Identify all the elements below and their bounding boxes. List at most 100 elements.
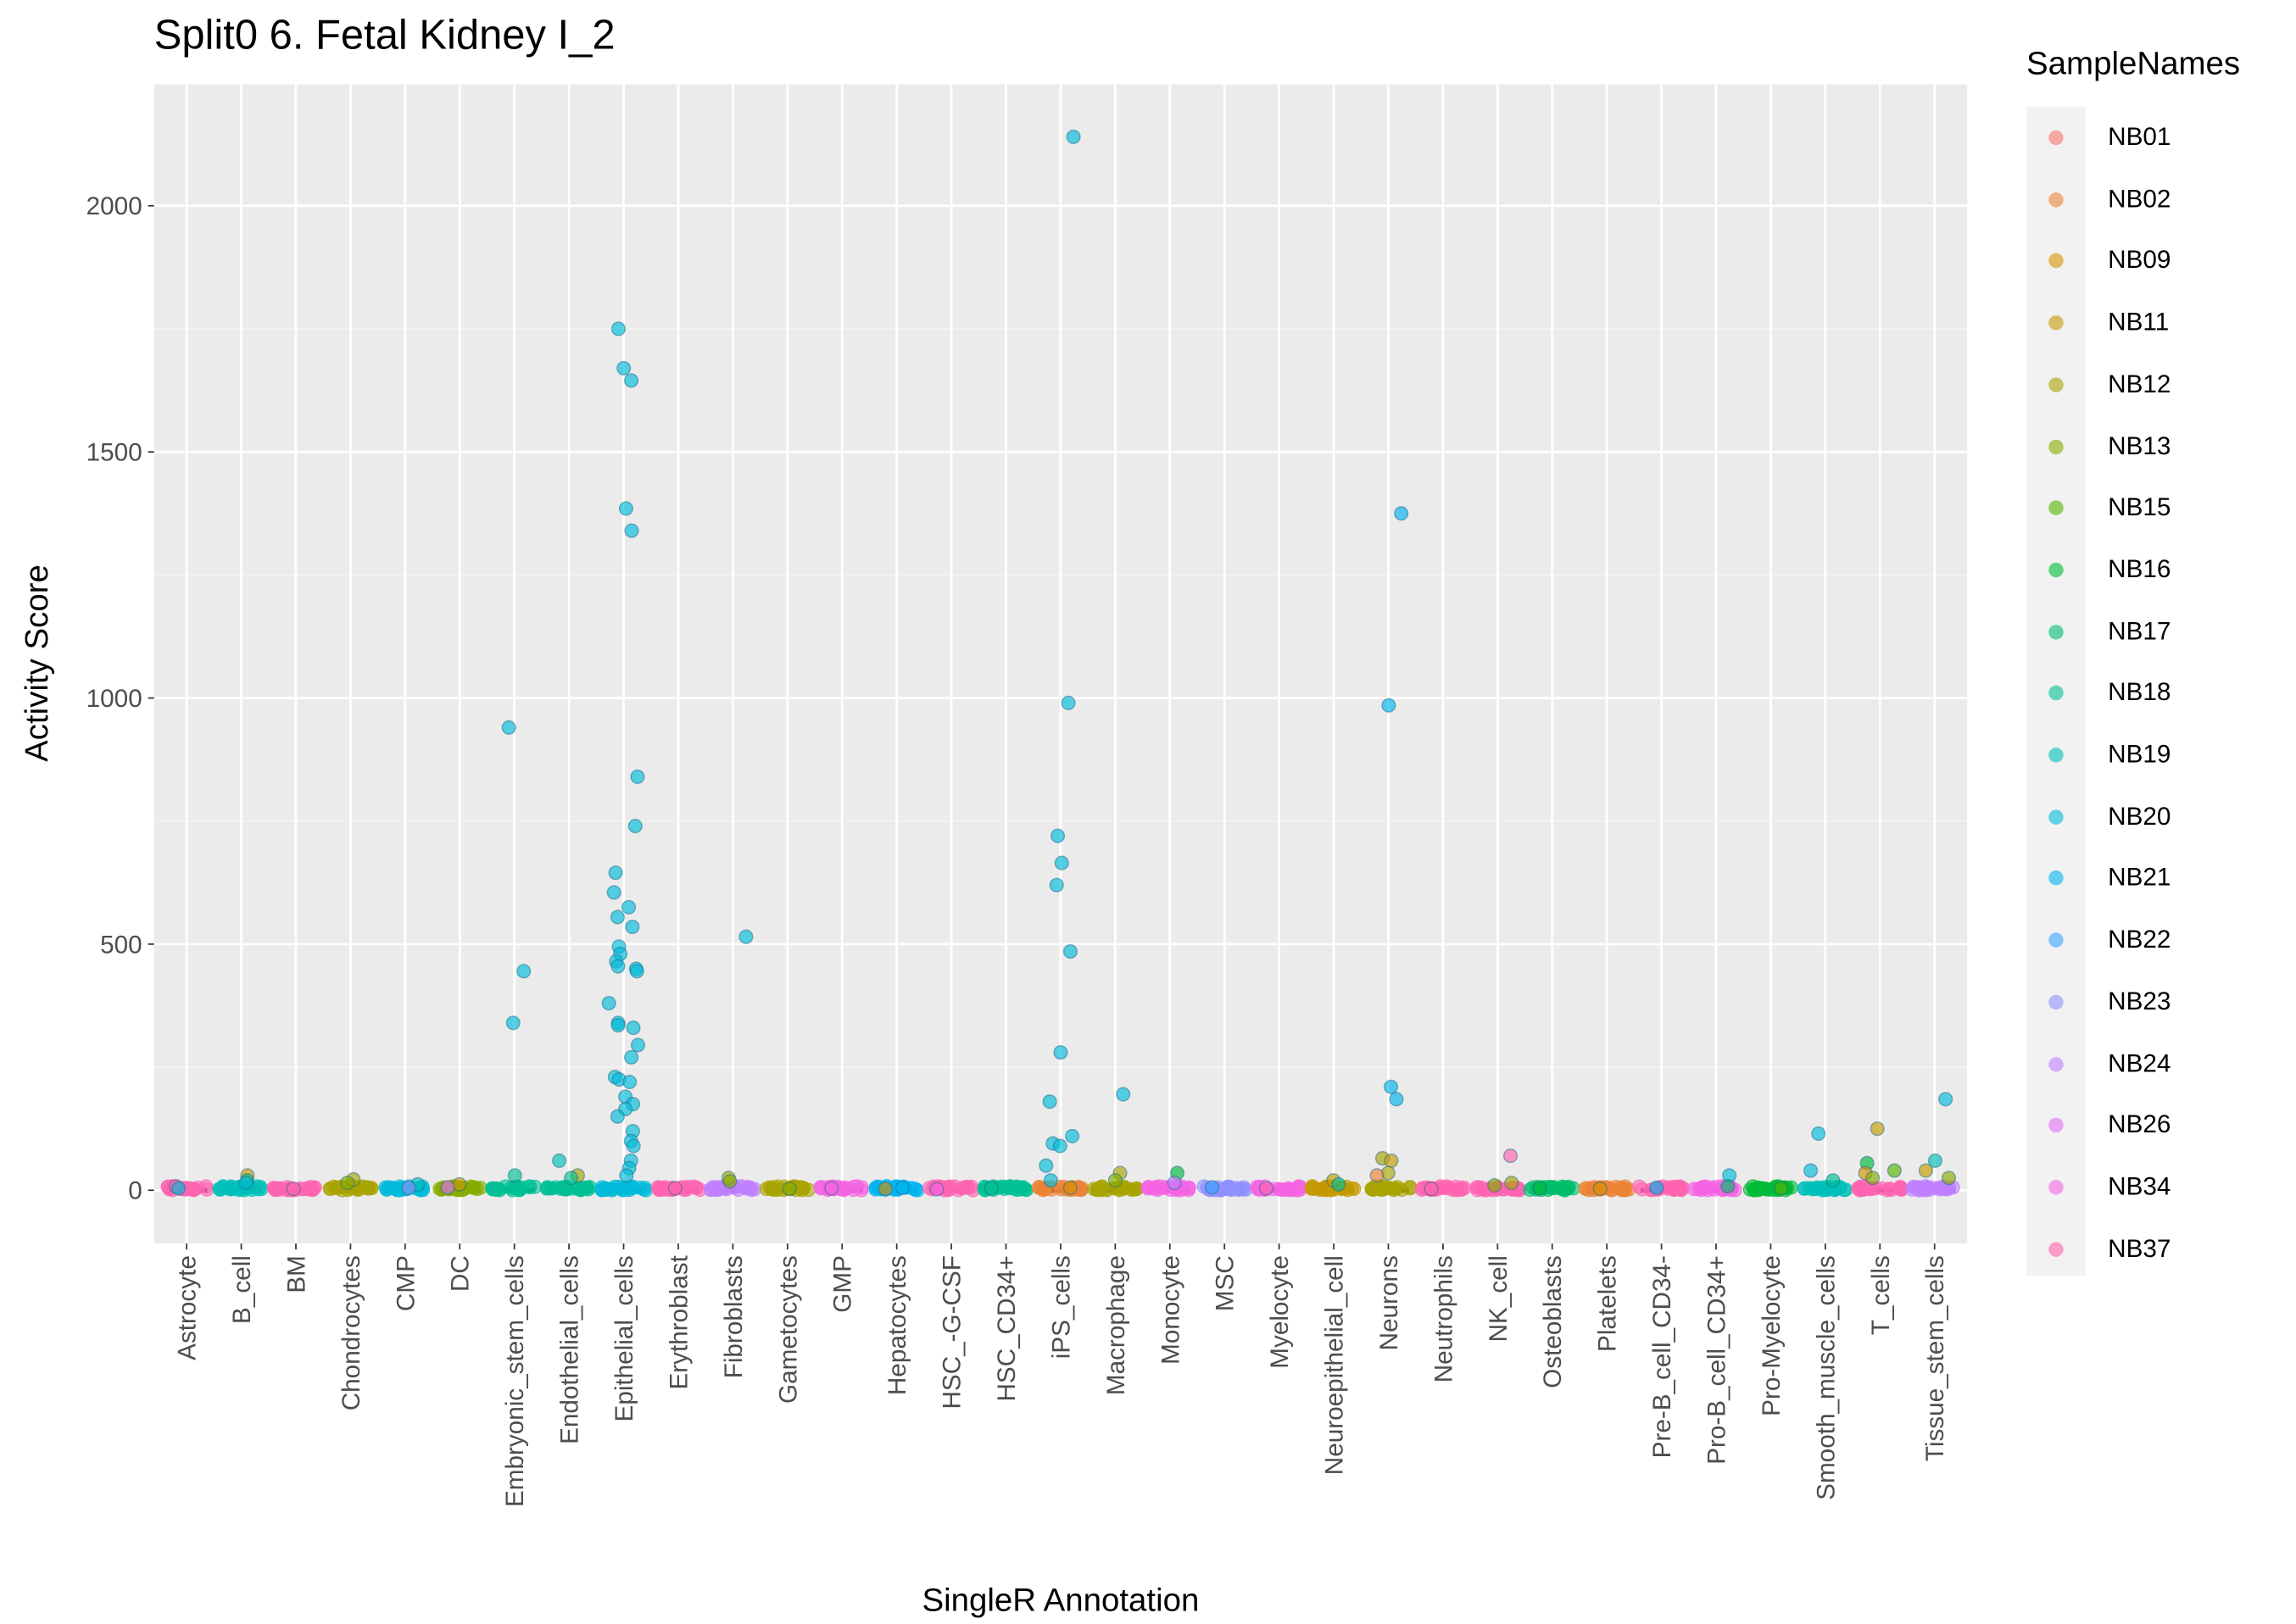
x-tick-label: Pre-B_cell_CD34-: [1648, 1255, 1676, 1458]
data-point: [894, 1180, 910, 1195]
x-tick-label: MSC: [1212, 1255, 1240, 1311]
legend-item: NB15: [2026, 478, 2171, 537]
data-point: [1886, 1163, 1902, 1178]
legend-label: NB13: [2108, 431, 2171, 460]
data-point-baseline: [1124, 1182, 1140, 1198]
legend-marker: [2048, 377, 2064, 392]
x-tick-label: Epithelial_cells: [610, 1255, 638, 1421]
legend-label: NB12: [2108, 370, 2171, 398]
legend-item: NB11: [2026, 293, 2169, 353]
y-tick-label: 1000: [86, 685, 142, 713]
data-point: [170, 1181, 187, 1196]
data-point-baseline: [1665, 1182, 1680, 1197]
data-point: [610, 909, 625, 925]
legend-label: NB22: [2108, 925, 2171, 954]
legend: SampleNames NB01 NB02 NB09 NB11 NB12 NB13 NB15…: [2026, 44, 2240, 1276]
data-point: [552, 1153, 567, 1168]
legend-item: NB12: [2026, 355, 2171, 414]
legend-marker: [2048, 1241, 2064, 1257]
data-point-baseline: [764, 1182, 779, 1197]
legend-item: NB09: [2026, 231, 2171, 291]
legend-marker: [2048, 994, 2064, 1009]
legend-label: NB21: [2108, 863, 2171, 893]
data-point: [1424, 1181, 1439, 1197]
legend-item: NB17: [2026, 602, 2171, 661]
y-tick-label: 2000: [86, 192, 142, 220]
data-point: [722, 1174, 738, 1189]
x-tick-label: Pro-B_cell_CD34+: [1702, 1255, 1730, 1465]
data-point: [516, 964, 532, 979]
legend-label: NB16: [2108, 554, 2171, 583]
x-tick-label: Chondrocytes: [337, 1255, 365, 1410]
legend-label: NB26: [2108, 1110, 2171, 1139]
x-tick-label: Monocyte: [1156, 1255, 1184, 1365]
data-point: [1927, 1153, 1942, 1168]
legend-marker: [2048, 932, 2064, 948]
data-point: [1384, 1153, 1399, 1168]
data-point: [624, 373, 639, 388]
x-tick-label: DC: [447, 1255, 475, 1292]
legend-marker: [2048, 1118, 2064, 1133]
data-point: [619, 1168, 634, 1183]
data-point: [624, 523, 639, 538]
x-tick-label: CMP: [392, 1255, 420, 1311]
legend-marker: [2048, 253, 2064, 269]
chart-title: Split0 6. Fetal Kidney I_2: [153, 11, 616, 58]
data-point: [564, 1171, 579, 1186]
data-point-baseline: [540, 1180, 555, 1194]
x-tick-label: HSC_-G-CSF: [939, 1255, 967, 1409]
legend-label: NB09: [2108, 246, 2171, 275]
data-point: [1381, 698, 1396, 713]
data-point: [1042, 1094, 1057, 1110]
x-tick-label: Gametocytes: [774, 1255, 802, 1404]
legend-label: NB02: [2108, 184, 2171, 213]
data-point: [618, 501, 633, 516]
data-point-baseline: [594, 1182, 610, 1198]
legend-item: NB18: [2026, 664, 2171, 723]
data-point: [401, 1180, 416, 1195]
data-point: [1649, 1180, 1664, 1195]
data-point: [1720, 1179, 1736, 1194]
x-tick-label: Pro-Myelocyte: [1758, 1255, 1786, 1416]
data-point: [1774, 1181, 1789, 1196]
data-point-baseline: [1747, 1182, 1762, 1198]
data-point: [1061, 695, 1076, 710]
x-tick-label: Astrocyte: [174, 1255, 202, 1360]
data-point-baseline: [191, 1180, 206, 1195]
data-point: [286, 1181, 301, 1197]
data-point: [1502, 1148, 1519, 1164]
data-point: [626, 1138, 641, 1154]
data-point-baseline: [1090, 1182, 1106, 1197]
x-tick-label: Neutrophils: [1429, 1255, 1457, 1382]
legend-label: NB15: [2108, 492, 2171, 522]
data-point-baseline: [1271, 1182, 1286, 1197]
legend-marker: [2048, 315, 2064, 331]
legend-item: NB20: [2026, 787, 2171, 847]
data-point-baseline: [1913, 1182, 1928, 1198]
legend-item: NB23: [2026, 972, 2171, 1032]
legend-label: NB19: [2108, 740, 2171, 769]
x-tick-label: BM: [282, 1255, 310, 1293]
legend-item: NB16: [2026, 540, 2171, 599]
data-point: [1062, 944, 1078, 959]
data-point: [1052, 1138, 1067, 1154]
data-point: [1938, 1092, 1953, 1107]
data-point: [1389, 1092, 1404, 1107]
legend-item: NB24: [2026, 1034, 2171, 1093]
data-point: [238, 1175, 254, 1191]
data-point: [1870, 1121, 1885, 1137]
data-point: [507, 1168, 522, 1183]
data-point: [1532, 1181, 1547, 1196]
data-point: [1369, 1168, 1385, 1183]
data-point: [625, 920, 640, 935]
x-tick-label: Smooth_muscle_cells: [1812, 1255, 1840, 1500]
legend-marker: [2048, 870, 2064, 887]
data-point-baseline: [1470, 1182, 1485, 1198]
legend-item: NB37: [2026, 1219, 2171, 1278]
x-tick-label: Platelets: [1594, 1255, 1622, 1352]
x-tick-label: T_cells: [1867, 1255, 1895, 1335]
data-point-baseline: [688, 1180, 704, 1195]
data-point: [1811, 1126, 1826, 1142]
data-point: [627, 818, 643, 834]
